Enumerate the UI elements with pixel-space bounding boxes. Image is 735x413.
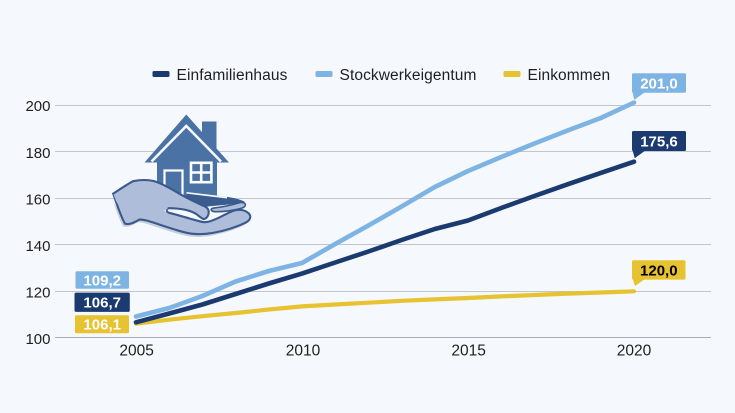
svg-text:180: 180	[25, 145, 50, 162]
svg-text:160: 160	[25, 191, 50, 208]
svg-text:175,6: 175,6	[640, 133, 678, 150]
svg-text:2015: 2015	[451, 343, 485, 360]
svg-text:Einfamilienhaus: Einfamilienhaus	[177, 67, 288, 84]
svg-text:106,7: 106,7	[83, 295, 121, 312]
svg-text:140: 140	[25, 238, 50, 255]
svg-text:Einkommen: Einkommen	[528, 67, 611, 84]
svg-text:120: 120	[25, 285, 50, 302]
svg-text:201,0: 201,0	[640, 75, 678, 92]
svg-text:Stockwerkeigentum: Stockwerkeigentum	[340, 67, 477, 84]
svg-text:2020: 2020	[617, 343, 652, 360]
svg-text:100: 100	[25, 331, 50, 348]
svg-text:120,0: 120,0	[640, 262, 678, 279]
svg-text:106,1: 106,1	[83, 317, 121, 334]
svg-text:2010: 2010	[286, 343, 321, 360]
svg-text:109,2: 109,2	[83, 272, 121, 289]
svg-text:2005: 2005	[119, 343, 153, 360]
svg-text:200: 200	[25, 98, 50, 115]
